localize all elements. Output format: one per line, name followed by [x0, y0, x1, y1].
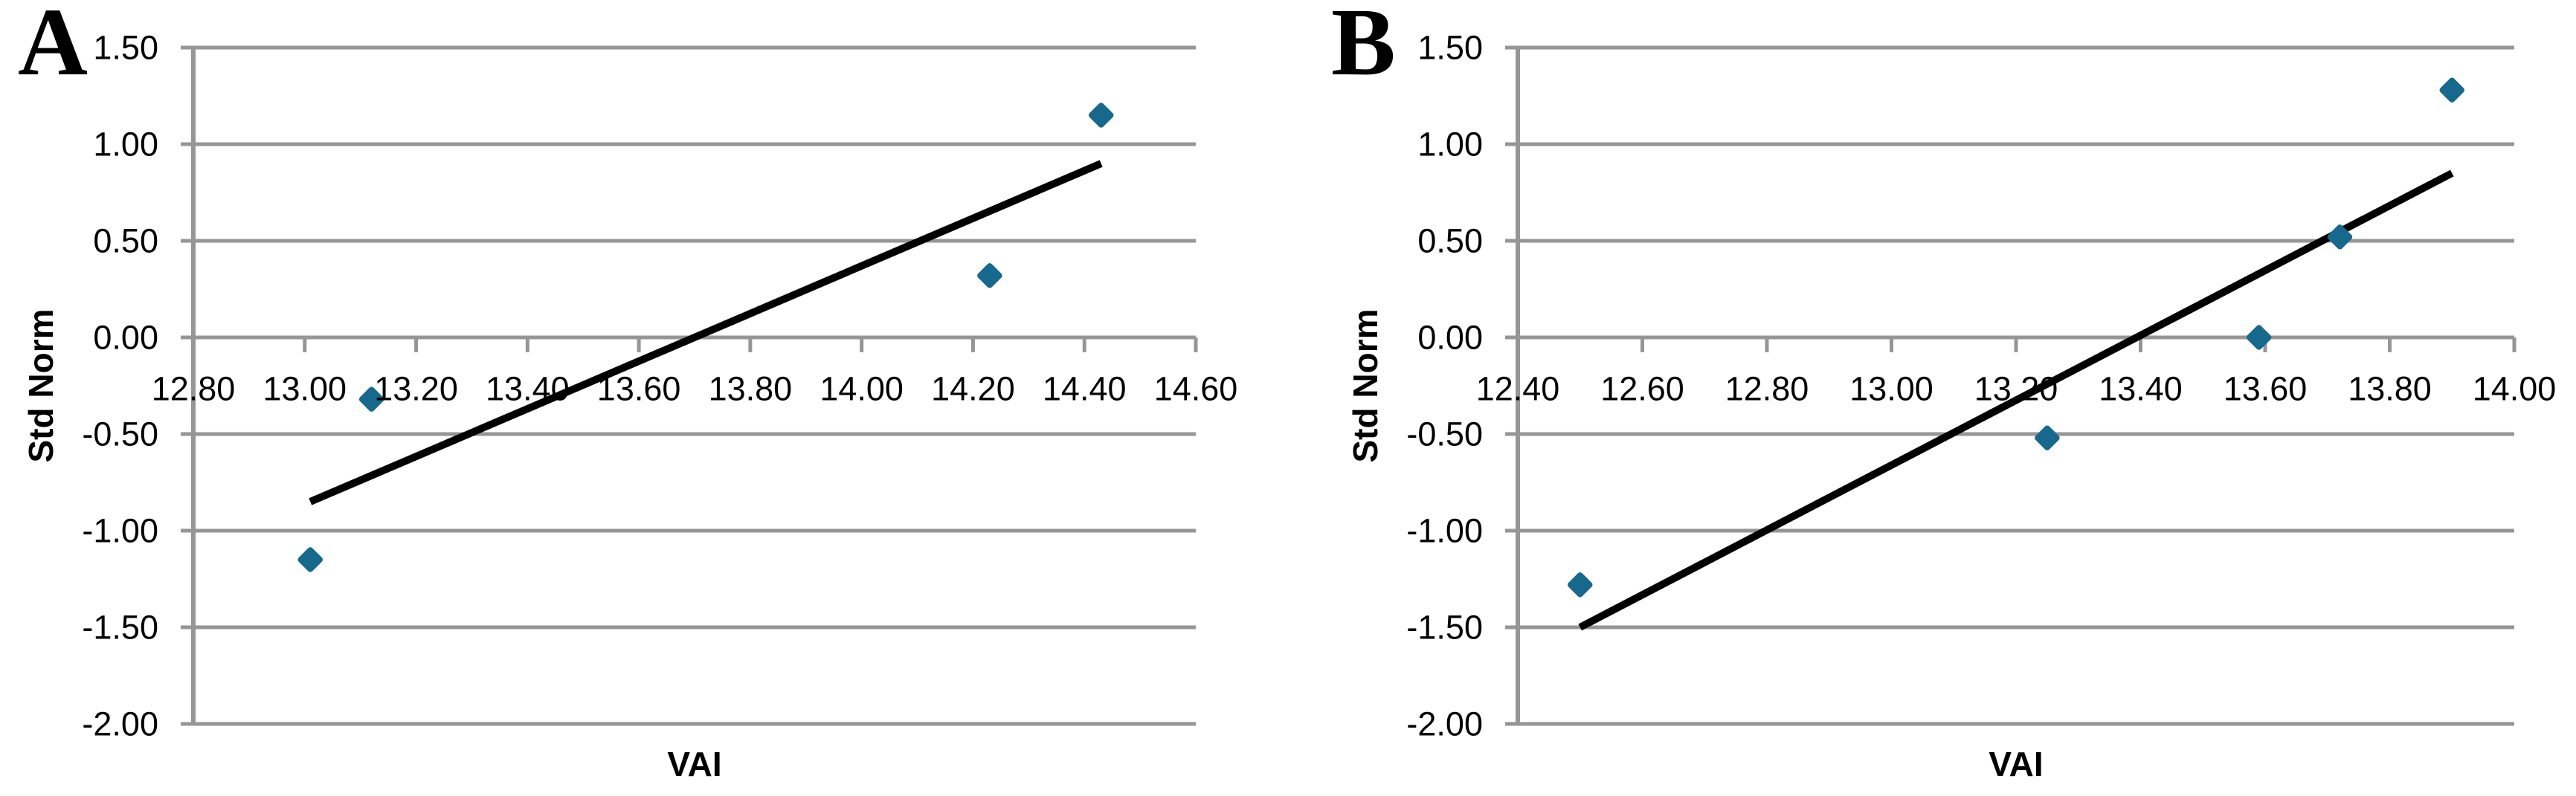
scatter-chart-a: 1.50 1.00 0.50 0.00 -0.50 -1.00 -1.50 -2.00 12.8… [22, 29, 1238, 784]
y-tick-label--0.50: -0.50 [1406, 415, 1483, 453]
y-tick-label-0.00: 0.00 [93, 319, 158, 357]
panel-label-b: B [1331, 0, 1396, 96]
x-tick-label-14.00: 14.00 [820, 370, 904, 408]
data-point-diamond-1 [358, 386, 384, 412]
trend-line [309, 160, 1103, 505]
panel-a: A 1.50 1.00 0.50 0.00 -0.50 -1.00 -1.50 -2.00 12… [18, 0, 1238, 784]
y-tick-label--1.00: -1.00 [82, 512, 158, 550]
data-point-diamond-3 [2327, 224, 2353, 250]
x-axis-title: VAI [1989, 745, 2043, 783]
y-axis-title: Std Norm [22, 309, 60, 463]
x-tick-label-13.80: 13.80 [709, 370, 793, 408]
x-tick-label-14.60: 14.60 [1154, 370, 1238, 408]
x-tick-label-13.60: 13.60 [2224, 370, 2308, 408]
x-tick-label-13.40: 13.40 [2099, 370, 2183, 408]
x-tick-label-14.20: 14.20 [931, 370, 1015, 408]
x-tick-label-13.40: 13.40 [486, 370, 570, 408]
x-tick-label-13.60: 13.60 [597, 370, 681, 408]
y-tick-label--2.00: -2.00 [82, 705, 158, 743]
x-tick-label-12.80: 12.80 [1725, 370, 1809, 408]
x-tick-label-12.40: 12.40 [1476, 370, 1560, 408]
data-point-diamond-2 [2246, 325, 2272, 350]
x-tick-label-13.20: 13.20 [1974, 370, 2058, 408]
data-point-diamond-1 [2035, 425, 2060, 450]
trend-line [1578, 169, 2454, 631]
data-point-diamond-2 [977, 263, 1002, 288]
x-tick-label-12.60: 12.60 [1600, 370, 1684, 408]
panel-b: B 1.50 1.00 0.50 0.00 -0.50 -1.00 -1.50 -2.00 12… [1288, 0, 2576, 796]
data-point-diamond-4 [2439, 77, 2464, 103]
x-tick-label-13.00: 13.00 [263, 370, 347, 408]
y-tick-label--2.00: -2.00 [1406, 705, 1483, 743]
x-tick-label-13.20: 13.20 [374, 370, 458, 408]
y-tick-label-1.00: 1.00 [93, 126, 158, 164]
y-tick-label-1.00: 1.00 [1417, 126, 1483, 164]
y-tick-label-1.50: 1.50 [93, 29, 158, 67]
y-tick-label--0.50: -0.50 [82, 415, 158, 453]
data-point-diamond-0 [1568, 572, 1593, 598]
y-tick-label-0.50: 0.50 [93, 222, 158, 260]
y-axis-title: Std Norm [1346, 309, 1385, 463]
x-tick-label-13.80: 13.80 [2348, 370, 2432, 408]
panel-label-a: A [18, 0, 88, 96]
x-axis-title: VAI [667, 745, 721, 783]
scatter-chart-b: 1.50 1.00 0.50 0.00 -0.50 -1.00 -1.50 -2.00 12.4… [1346, 29, 2557, 784]
y-tick-label--1.00: -1.00 [1406, 512, 1483, 550]
y-tick-label--1.50: -1.50 [1406, 609, 1483, 647]
y-tick-label-1.50: 1.50 [1417, 29, 1483, 67]
x-tick-label-12.80: 12.80 [152, 370, 236, 408]
x-tick-label-14.40: 14.40 [1043, 370, 1127, 408]
data-point-diamond-3 [1088, 103, 1114, 128]
x-tick-label-13.00: 13.00 [1849, 370, 1933, 408]
x-tick-label-14.00: 14.00 [2473, 370, 2557, 408]
y-tick-label-0.50: 0.50 [1417, 222, 1483, 260]
data-point-diamond-0 [297, 547, 323, 572]
y-tick-label-0.00: 0.00 [1417, 319, 1483, 357]
y-tick-label--1.50: -1.50 [82, 609, 158, 647]
